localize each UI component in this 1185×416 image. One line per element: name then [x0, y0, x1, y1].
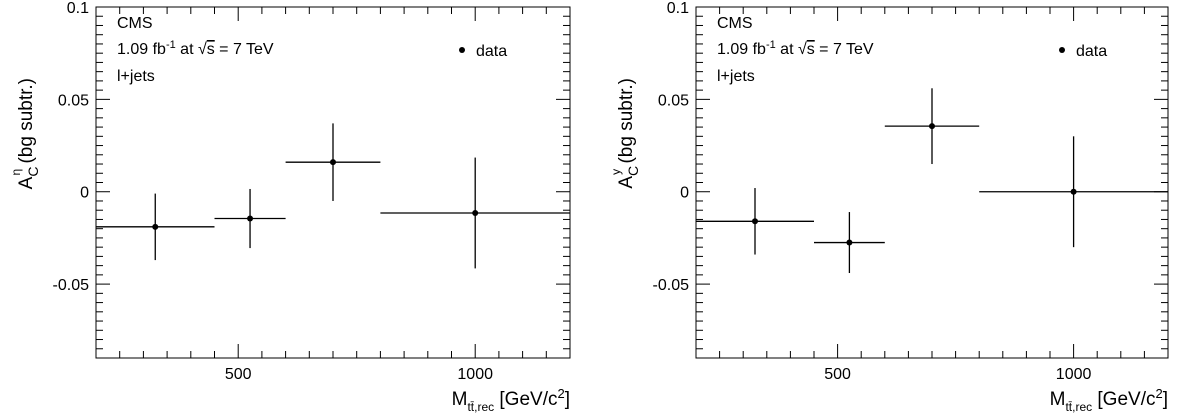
data-point-group: [214, 188, 286, 249]
legend-label: data: [476, 43, 507, 60]
x-tick-label: 1000: [1056, 366, 1092, 383]
data-point: [752, 218, 758, 225]
sqrt-symbol: √: [798, 41, 807, 58]
data-point-group: [979, 136, 1168, 248]
data-point: [929, 123, 935, 130]
y-tick-label: 0.05: [658, 92, 689, 109]
legend-label: data: [1076, 43, 1107, 60]
x-tick-label: 1000: [457, 366, 493, 383]
x-title-units-sup: 2: [557, 386, 564, 401]
lumi-s: s: [807, 41, 815, 58]
experiment-label: CMS: [117, 15, 153, 32]
y-tick-label: 0.1: [67, 0, 89, 17]
data-point: [152, 223, 159, 230]
y-axis-title: ACη (bg subtr.): [9, 78, 41, 189]
y-title-main: A: [16, 176, 37, 189]
y-title-rest: (bg subtr.): [16, 78, 37, 169]
experiment-label: CMS: [717, 15, 753, 32]
lumi-mid: at: [776, 41, 798, 58]
legend-marker: [459, 47, 465, 53]
y-tick-label: 0.1: [667, 0, 689, 17]
x-title-main: M: [1050, 389, 1066, 410]
data-point-group: [380, 157, 570, 269]
x-title-sub: tt̄,rec: [467, 400, 494, 414]
x-title-units: [GeV/c: [494, 389, 557, 410]
y-title-rest: (bg subtr.): [616, 78, 637, 169]
x-axis-title: Mtt̄,rec [GeV/c2]: [452, 386, 570, 414]
sqrt-symbol: √: [198, 41, 207, 58]
data-point: [247, 215, 254, 222]
data-point: [1070, 188, 1077, 195]
x-title-units-end: ]: [565, 389, 570, 410]
y-title-sup: y: [609, 169, 623, 175]
data-point-group: [285, 123, 381, 201]
y-tick-label: 0: [680, 185, 689, 202]
data-point-group: [696, 188, 814, 255]
x-axis-title: Mtt̄,rec [GeV/c2]: [1050, 386, 1168, 414]
y-title-sub: C: [25, 167, 41, 177]
y-title-sup: η: [9, 169, 23, 176]
chart-left-panel: -0.05 0 0.05 0.1 500 1000 CMS 1.09 fb-1 at √s =…: [9, 0, 571, 414]
data-point: [330, 159, 336, 166]
data-point: [472, 209, 479, 216]
y-tick-label: 0: [80, 185, 89, 202]
lumi-prefix: 1.09 fb: [117, 41, 166, 58]
lumi-mid: at: [176, 41, 198, 58]
y-tick-label: -0.05: [653, 277, 690, 294]
lumi-exponent: -1: [166, 39, 176, 51]
x-title-sub: tt̄,rec: [1065, 400, 1092, 414]
lumi-s: s: [207, 41, 215, 58]
lumi-energy: = 7 TeV: [815, 41, 874, 58]
lumi-prefix: 1.09 fb: [717, 41, 766, 58]
lumi-energy: = 7 TeV: [215, 41, 274, 58]
x-title-units-end: ]: [1163, 389, 1168, 410]
channel-label: l+jets: [117, 68, 155, 85]
y-tick-label: 0.05: [58, 92, 89, 109]
y-tick-label: -0.05: [53, 277, 90, 294]
y-title-main: A: [616, 176, 637, 189]
x-title-units-sup: 2: [1155, 386, 1162, 401]
chart-right-panel: -0.05 0 0.05 0.1 500 1000 CMS 1.09 fb-1 at √s =…: [609, 0, 1169, 414]
data-point-group: [884, 88, 980, 165]
y-title-sub: C: [625, 166, 641, 176]
data-point-group: [814, 212, 885, 274]
luminosity-label: 1.09 fb-1 at √s = 7 TeV: [717, 39, 874, 58]
x-title-main: M: [452, 389, 468, 410]
x-tick-label: 500: [824, 366, 851, 383]
data-point: [846, 239, 853, 246]
x-title-units: [GeV/c: [1092, 389, 1155, 410]
x-tick-label: 500: [225, 366, 252, 383]
lumi-exponent: -1: [766, 39, 776, 51]
channel-label: l+jets: [717, 68, 755, 85]
luminosity-label: 1.09 fb-1 at √s = 7 TeV: [117, 39, 274, 58]
data-point-group: [96, 193, 215, 261]
y-axis-title: ACy (bg subtr.): [609, 78, 641, 189]
legend-marker: [1059, 47, 1065, 53]
